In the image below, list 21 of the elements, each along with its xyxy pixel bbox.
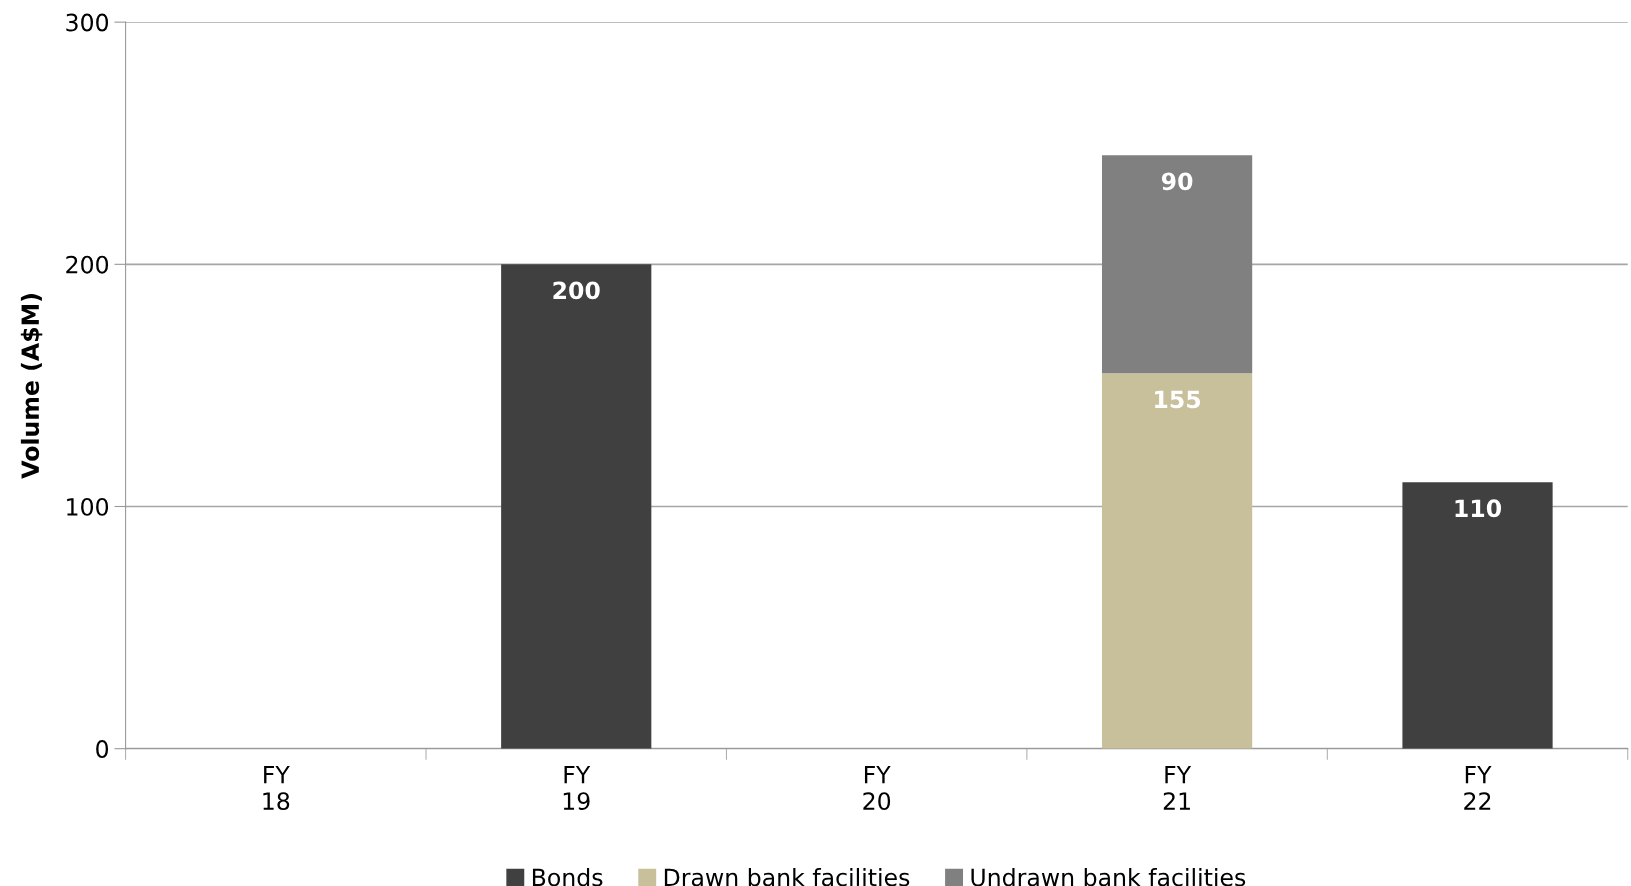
x-tick-label: FY 22	[1464, 766, 1492, 810]
data-label: 110	[1455, 499, 1502, 518]
data-label: 90	[1161, 172, 1193, 191]
y-tick-label: 300	[66, 13, 109, 32]
y-axis-title: Volume (A$M)	[20, 294, 43, 479]
legend-label: Bonds	[532, 868, 603, 886]
x-tick-label: FY 19	[563, 766, 591, 811]
bar	[1101, 155, 1253, 374]
legend-label: Undrawn bank facilities	[971, 868, 1246, 886]
data-label: 155	[1155, 390, 1201, 409]
y-tick-label: 0	[96, 740, 109, 758]
bar	[1402, 482, 1553, 749]
y-tick-label: 100	[67, 497, 109, 516]
x-tick-label: FY 20	[863, 766, 891, 811]
x-tick-label: FY 21	[1163, 766, 1192, 810]
data-label: 200	[553, 281, 600, 300]
bar	[501, 264, 652, 749]
x-tick-label: FY 18	[263, 766, 290, 811]
y-tick-label: 200	[66, 255, 109, 274]
bar	[1101, 373, 1253, 749]
legend-label: Drawn bank facilities	[664, 868, 910, 886]
